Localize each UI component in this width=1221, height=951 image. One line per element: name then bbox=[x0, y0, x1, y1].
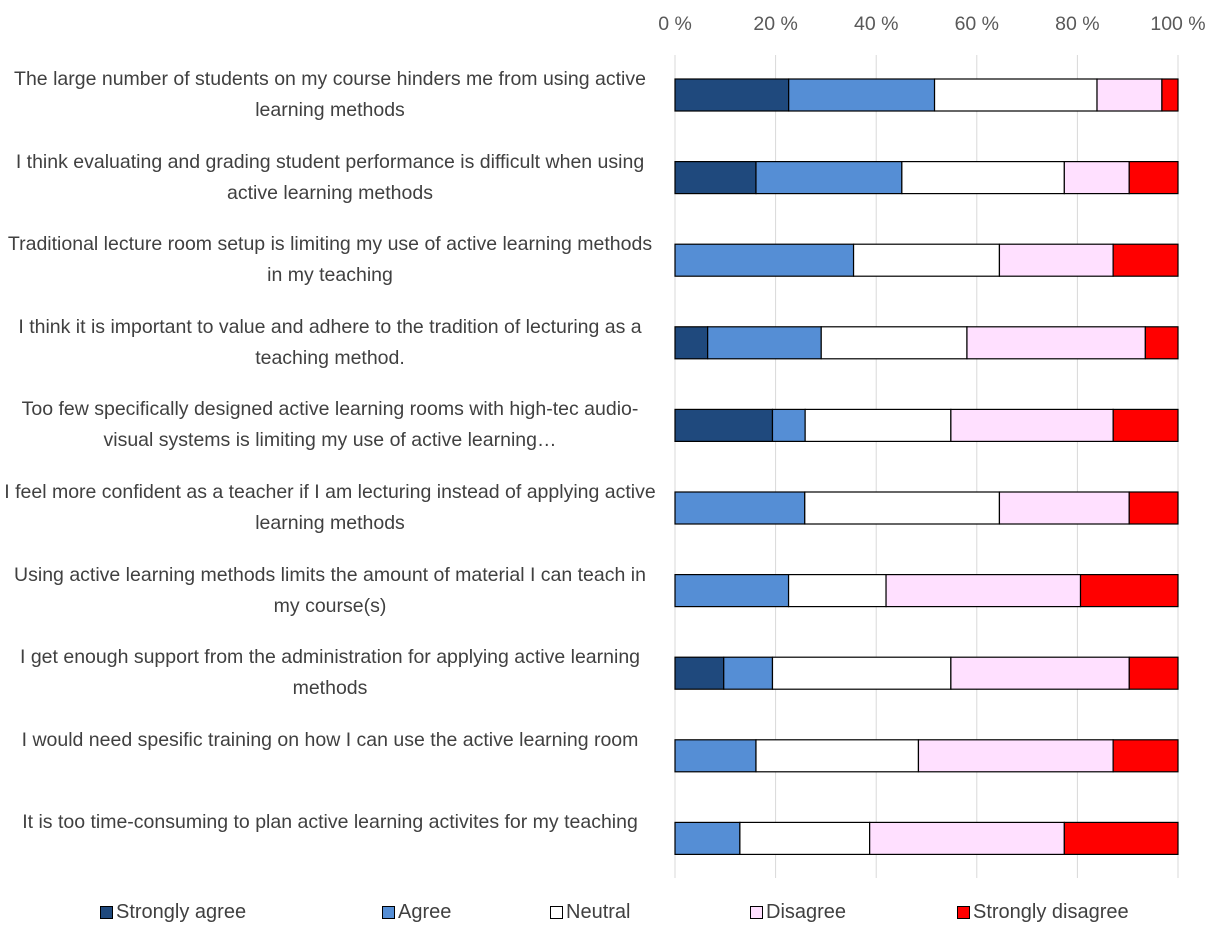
legend-swatch bbox=[100, 905, 113, 919]
bar-segment-strongly-disagree bbox=[1128, 491, 1179, 525]
bar-segment-strongly-disagree bbox=[1112, 739, 1179, 773]
bar-segment-strongly-disagree bbox=[1144, 326, 1179, 360]
bar-segment-neutral bbox=[933, 78, 1098, 112]
legend-swatch bbox=[550, 905, 563, 919]
bar-segment-strongly-disagree bbox=[1161, 78, 1179, 112]
legend-item: Strongly disagree bbox=[957, 897, 1129, 927]
bar-segment-strongly-disagree bbox=[1079, 573, 1179, 608]
bars bbox=[674, 78, 1179, 856]
x-tick-label: 80 % bbox=[1055, 13, 1099, 35]
bar-segment-strongly-agree bbox=[674, 656, 725, 690]
category-label: It is too time-consuming to plan active … bbox=[22, 811, 638, 834]
legend-swatch bbox=[957, 905, 970, 919]
category-label: Too few specifically designed active lea… bbox=[21, 398, 639, 452]
legend-item: Neutral bbox=[550, 897, 630, 927]
legend-swatch bbox=[750, 905, 763, 919]
category-label: The large number of students on my cours… bbox=[14, 68, 646, 121]
bar-segment-neutral bbox=[755, 739, 920, 773]
category-label: Traditional lecture room setup is limiti… bbox=[7, 233, 653, 287]
bar-segment-agree bbox=[788, 78, 936, 112]
bar-segment-agree bbox=[707, 326, 822, 360]
legend-label: Disagree bbox=[766, 900, 847, 923]
bar-segment-agree bbox=[723, 656, 774, 690]
legend-label: Strongly agree bbox=[116, 900, 247, 923]
bar-segment-disagree bbox=[917, 739, 1114, 773]
category-label: I feel more confident as a teacher if I … bbox=[4, 481, 656, 534]
bar-segment-agree bbox=[771, 408, 806, 442]
legend-label: Agree bbox=[398, 900, 452, 923]
legend-item: Strongly agree bbox=[100, 897, 246, 927]
bar-segment-strongly-agree bbox=[674, 78, 790, 112]
bar-segment-agree bbox=[674, 573, 790, 608]
bar-segment-strongly-disagree bbox=[1112, 408, 1179, 442]
bar-segment-disagree bbox=[1063, 161, 1130, 195]
bar-segment-disagree bbox=[885, 573, 1082, 608]
bar-segment-disagree bbox=[869, 821, 1065, 856]
bar-segment-neutral bbox=[820, 326, 968, 360]
bar-segment-strongly-agree bbox=[674, 326, 709, 360]
x-tick-label: 20 % bbox=[753, 13, 797, 35]
stacked-bar-chart: 0 % 20 % 40 % 60 % 80 % 100 % bbox=[658, 13, 1206, 878]
bar-segment-neutral bbox=[804, 408, 952, 442]
x-tick-labels: 0 % 20 % 40 % 60 % 80 % 100 % bbox=[658, 13, 1205, 35]
bar-segment-agree bbox=[674, 821, 741, 856]
bar-segment-strongly-disagree bbox=[1128, 656, 1179, 690]
legend-label: Neutral bbox=[566, 900, 631, 923]
legend-item: Agree bbox=[382, 897, 451, 927]
category-label: I think evaluating and grading student p… bbox=[15, 150, 645, 204]
category-label: I get enough support from the administra… bbox=[19, 646, 641, 700]
bar-segment-agree bbox=[674, 739, 757, 773]
legend-item: Disagree bbox=[750, 897, 846, 927]
bar-segment-neutral bbox=[852, 243, 1001, 277]
x-tick-label: 60 % bbox=[955, 13, 999, 35]
category-label: I think it is important to value and adh… bbox=[18, 315, 642, 369]
bar-segment-disagree bbox=[998, 491, 1130, 525]
bar-segment-strongly-agree bbox=[674, 408, 774, 442]
x-tick-label: 0 % bbox=[658, 13, 692, 35]
bar-segment-neutral bbox=[787, 573, 887, 608]
bar-segment-disagree bbox=[998, 243, 1114, 277]
legend-label: Strongly disagree bbox=[973, 900, 1129, 923]
category-label: Using active learning methods limits the… bbox=[14, 563, 646, 617]
bar-segment-disagree bbox=[950, 408, 1114, 442]
bar-segment-strongly-agree bbox=[674, 161, 757, 195]
bar-segment-disagree bbox=[966, 326, 1146, 360]
bar-segment-neutral bbox=[901, 161, 1065, 195]
legend-swatch bbox=[382, 905, 395, 919]
bar-segment-disagree bbox=[1096, 78, 1163, 112]
x-tick-label: 100 % bbox=[1150, 13, 1205, 35]
legend: Strongly agree Agree Neutral Disagree Strong… bbox=[0, 897, 1221, 927]
bar-segment-strongly-disagree bbox=[1063, 821, 1179, 856]
bar-segment-neutral bbox=[804, 491, 1001, 525]
bar-segment-agree bbox=[755, 161, 903, 195]
bar-segment-strongly-disagree bbox=[1112, 243, 1179, 277]
bar-segment-neutral bbox=[771, 656, 952, 690]
bar-segment-agree bbox=[674, 243, 855, 277]
x-tick-label: 40 % bbox=[854, 13, 898, 35]
bar-segment-neutral bbox=[739, 821, 871, 856]
category-label: I would need spesific training on how I … bbox=[21, 728, 639, 751]
bar-segment-disagree bbox=[950, 656, 1130, 690]
bar-segment-strongly-disagree bbox=[1128, 161, 1179, 195]
bar-segment-agree bbox=[674, 491, 806, 525]
